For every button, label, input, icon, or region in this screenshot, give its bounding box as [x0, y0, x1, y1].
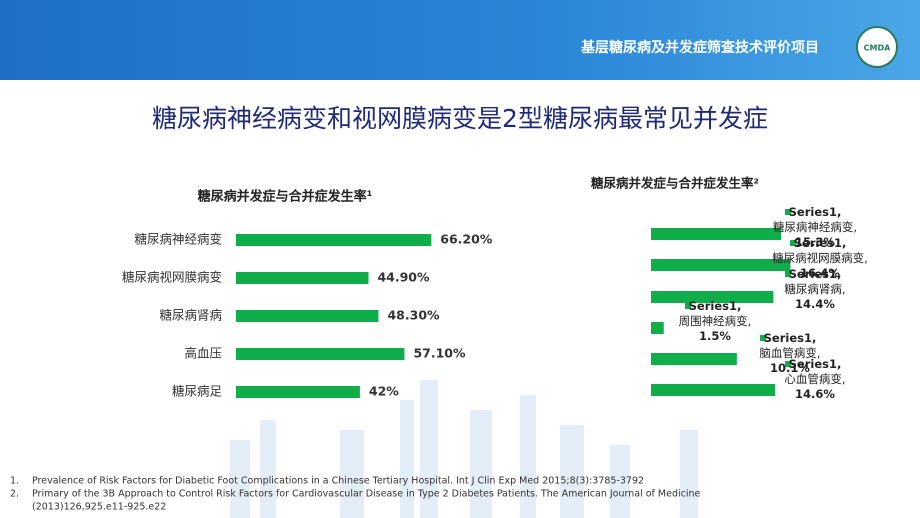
logo — [856, 26, 898, 68]
data-label-part: Series1 — [789, 205, 837, 219]
data-label-part: 16.4% — [800, 266, 840, 280]
data-label-part: , — [748, 314, 752, 328]
data-label: Series1, — [794, 236, 847, 250]
data-label-part: Series1 — [789, 267, 837, 281]
footnote-text: (2013)126,925.e11-925.e22 — [32, 502, 166, 513]
data-label-part: Series1 — [794, 236, 842, 250]
data-label: Series1, — [789, 205, 842, 219]
data-label: 16.4% — [800, 266, 840, 280]
data-label-part: , — [817, 346, 821, 360]
data-label-part: 周围神经病变 — [679, 314, 748, 328]
value-label: 66.20% — [440, 232, 493, 247]
category-label: 糖尿病神经病变 — [134, 232, 222, 247]
bar — [236, 272, 369, 284]
data-label-part: Series1 — [689, 299, 737, 313]
data-label-part: 15.3% — [795, 235, 835, 249]
value-label: 48.30% — [387, 308, 440, 323]
category-label: 高血压 — [184, 346, 222, 361]
data-label-part: 14.6% — [795, 387, 835, 401]
data-label-part: 糖尿病神经病变 — [773, 220, 854, 234]
data-label: 周围神经病变, — [679, 314, 752, 328]
data-label: 1.5% — [699, 329, 731, 343]
bar — [651, 228, 782, 240]
label-key — [790, 240, 796, 246]
data-label: 糖尿病视网膜病变, — [772, 251, 868, 265]
footnote-text: Primary of the 3B Approach to Control Ri… — [32, 489, 700, 500]
bar — [236, 386, 360, 398]
footnotes: 1. Prevalence of Risk Factors for Diabeti… — [10, 476, 700, 513]
value-label: 57.10% — [413, 346, 466, 361]
bar — [651, 259, 791, 271]
data-label-part: , — [837, 205, 841, 219]
bar — [236, 348, 405, 360]
data-label-part: 14.4% — [795, 297, 835, 311]
data-label: 心血管病变, — [784, 372, 845, 386]
footnote-number: 2. — [10, 489, 19, 500]
bar — [651, 384, 776, 396]
data-label-part: , — [837, 357, 841, 371]
value-label: 42% — [369, 384, 399, 399]
bar — [651, 291, 774, 303]
data-label: Series1, — [789, 267, 842, 281]
data-label-part: , — [853, 220, 857, 234]
data-label: 糖尿病肾病, — [784, 282, 845, 296]
header-title: 基层糖尿病及并发症筛查技术评价项目 — [581, 39, 819, 56]
data-label-part: 糖尿病肾病 — [784, 282, 842, 296]
label-key — [785, 271, 791, 277]
data-label: Series1, — [789, 357, 842, 371]
data-label: 10.1% — [770, 361, 810, 375]
footnote-number: 1. — [10, 476, 19, 487]
data-label-part: , — [737, 299, 741, 313]
logo-text: CMDA — [864, 44, 891, 53]
chart-title: 糖尿病并发症与合并症发生率¹ — [198, 189, 373, 205]
data-label-part: 脑血管病变 — [759, 346, 817, 360]
skyline — [230, 380, 698, 518]
charts: 糖尿病并发症与合并症发生率¹ 糖尿病神经病变 66.20% 糖尿病视网膜病变 44.90… — [122, 176, 868, 401]
data-label: 糖尿病神经病变, — [773, 220, 857, 234]
data-label-part: 心血管病变 — [784, 372, 842, 386]
label-key — [760, 335, 766, 341]
bar — [236, 310, 379, 322]
data-label-part: , — [842, 282, 846, 296]
data-label: Series1, — [689, 299, 742, 313]
data-label: 脑血管病变, — [759, 346, 820, 360]
data-label-part: Series1 — [789, 357, 837, 371]
category-label: 糖尿病足 — [172, 384, 223, 399]
bar — [651, 353, 737, 365]
header-band — [0, 0, 920, 80]
data-label: Series1, — [764, 331, 817, 345]
bar — [236, 234, 432, 246]
data-label-part: Series1 — [764, 331, 812, 345]
label-key — [785, 361, 791, 367]
category-label: 糖尿病肾病 — [159, 308, 222, 323]
data-label: 15.3% — [795, 235, 835, 249]
data-label-part: 10.1% — [770, 361, 810, 375]
data-label-part: 糖尿病视网膜病变 — [772, 251, 864, 265]
data-label: 14.6% — [795, 387, 835, 401]
label-key — [685, 303, 691, 309]
category-label: 糖尿病视网膜病变 — [122, 270, 222, 285]
data-label-part: , — [842, 236, 846, 250]
data-label-part: , — [864, 251, 868, 265]
data-label-part: , — [842, 372, 846, 386]
bar — [651, 322, 664, 334]
data-label-part: , — [837, 267, 841, 281]
label-key — [785, 209, 791, 215]
data-label: 14.4% — [795, 297, 835, 311]
data-label-part: , — [812, 331, 816, 345]
footnote-text: Prevalence of Risk Factors for Diabetic … — [32, 476, 644, 487]
value-label: 44.90% — [377, 270, 430, 285]
data-label-part: 1.5% — [699, 329, 731, 343]
chart-title: 糖尿病并发症与合并症发生率² — [591, 176, 759, 191]
slide-title: 糖尿病神经病变和视网膜病变是2型糖尿病最常见并发症 — [152, 104, 768, 133]
